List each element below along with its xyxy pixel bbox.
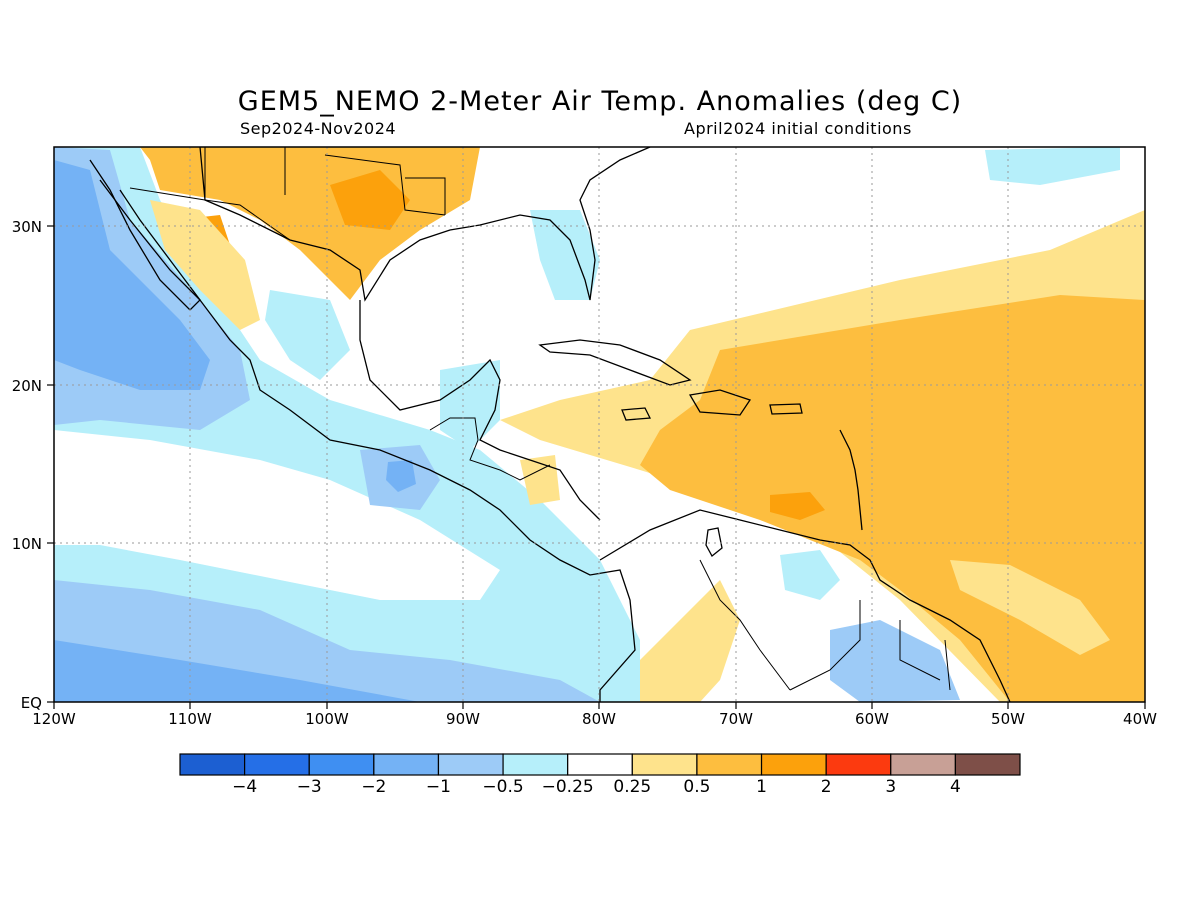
atlantic-cool-patch xyxy=(985,147,1120,185)
colorbar-label: −0.25 xyxy=(542,777,594,797)
colorbar-label: 4 xyxy=(950,777,961,797)
colorbar-swatch xyxy=(696,753,763,776)
axis-ticks xyxy=(47,225,1146,709)
lesser-antilles xyxy=(839,429,863,531)
lon-label: 120W xyxy=(32,710,76,728)
colorbar-label: 0.25 xyxy=(613,777,651,797)
colorbar-swatch xyxy=(244,753,310,776)
puerto-rico xyxy=(769,403,803,415)
colorbar-swatch xyxy=(502,753,569,776)
lat-label: 10N xyxy=(12,535,42,553)
hispaniola xyxy=(688,389,752,416)
lat-label: 30N xyxy=(12,218,42,236)
lon-label: 70W xyxy=(719,710,753,728)
colorbar-swatch xyxy=(373,753,440,776)
colorbar-label: −1 xyxy=(426,777,451,797)
colorbar-swatch xyxy=(437,753,504,776)
mexico-pacific-coast xyxy=(99,179,636,702)
colorbar-label: −2 xyxy=(361,777,386,797)
lon-label: 50W xyxy=(991,710,1025,728)
colorbar-label: −4 xyxy=(232,777,257,797)
colombia-light-warm xyxy=(640,580,740,702)
sonora-light-warm xyxy=(150,200,260,330)
jamaica xyxy=(621,407,652,421)
mexico-cool-patch xyxy=(265,290,350,380)
lat-label: EQ xyxy=(21,694,42,712)
colorbar-swatch xyxy=(308,753,375,776)
colorbar-label: 1 xyxy=(756,777,767,797)
lon-label: 60W xyxy=(855,710,889,728)
latitude-labels: 30N 20N 10N EQ xyxy=(12,218,42,712)
initial-conditions: April2024 initial conditions xyxy=(684,119,912,138)
longitude-labels: 120W 110W 100W 90W 80W 70W 60W 50W 40W xyxy=(32,710,1157,728)
us-state-lines xyxy=(204,147,446,216)
florida-cool-patch xyxy=(530,210,600,300)
yucatan-gulf-coast xyxy=(359,300,601,521)
map-title: GEM5_NEMO 2-Meter Air Temp. Anomalies (d… xyxy=(237,86,963,117)
cuba xyxy=(538,339,692,386)
colorbar-swatch xyxy=(179,753,246,776)
central-america-cooler-dot xyxy=(386,460,416,492)
colorbar-swatch xyxy=(954,753,1021,776)
country-borders xyxy=(129,147,951,691)
colorbar-label: −0.5 xyxy=(482,777,523,797)
forecast-period: Sep2024-Nov2024 xyxy=(240,119,397,138)
lon-label: 110W xyxy=(168,710,212,728)
gulf-coast xyxy=(199,147,651,302)
south-america-cool-patch xyxy=(830,620,960,702)
pacific-southwest-cooler xyxy=(54,640,420,702)
south-america-borders xyxy=(699,559,951,691)
colorbar-swatch xyxy=(631,753,698,776)
colorbar-label: 3 xyxy=(885,777,896,797)
us-mexico-border xyxy=(129,187,291,241)
coastlines xyxy=(89,147,1011,702)
colorbar-label: 2 xyxy=(821,777,832,797)
lon-label: 40W xyxy=(1123,710,1157,728)
colorbar-swatch xyxy=(567,753,633,776)
map-grid xyxy=(54,147,1145,702)
pacific-neutral-strip xyxy=(54,430,500,600)
maracaibo-lake xyxy=(705,527,723,557)
colorbar-label: 0.5 xyxy=(683,777,710,797)
central-america-borders xyxy=(429,417,551,481)
pacific-cooler-core xyxy=(54,160,210,390)
venezuela-cool-patch xyxy=(780,550,840,600)
caribbean-warm-core xyxy=(770,492,825,520)
colorbar-swatch xyxy=(890,753,956,776)
texas-warm-core xyxy=(330,170,410,230)
lon-label: 80W xyxy=(582,710,616,728)
lon-label: 100W xyxy=(305,710,349,728)
venezuela-coast xyxy=(599,509,1011,702)
atlantic-light-warm-pocket xyxy=(950,560,1110,655)
lon-label: 90W xyxy=(446,710,480,728)
lat-label: 20N xyxy=(12,377,42,395)
colorbar: −4 −3 −2 −1 −0.5 −0.25 0.25 0.5 1 2 3 4 xyxy=(179,753,1021,797)
colorbar-swatch xyxy=(825,753,892,776)
gulf-cool-patch xyxy=(440,360,500,450)
colorbar-label: −3 xyxy=(297,777,322,797)
nicaragua-light-warm xyxy=(520,455,560,505)
colorbar-swatch xyxy=(760,753,827,776)
